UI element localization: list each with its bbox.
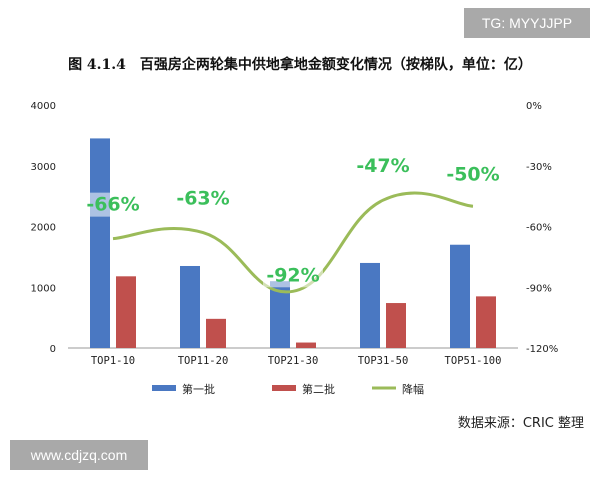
decline-data-label: -66%: [86, 194, 139, 216]
y-left-tick-label: 4000: [31, 101, 56, 112]
y-right-tick-label: -90%: [526, 283, 552, 294]
watermark-top: TG: MYYJJPP: [464, 8, 590, 38]
x-tick-label: TOP31-50: [358, 355, 409, 367]
bar-batch1: [180, 265, 200, 348]
bar-batch1: [360, 262, 380, 348]
decline-data-label: -92%: [266, 264, 319, 286]
y-left-tick-label: 0: [50, 344, 56, 355]
data-label-bg: [173, 186, 233, 211]
legend-swatch: [152, 385, 176, 391]
data-label-bg: [83, 192, 143, 217]
bar-batch2: [476, 296, 496, 348]
legend-label: 第一批: [182, 382, 215, 396]
legend-label: 第二批: [302, 382, 335, 396]
legend-label: 降幅: [402, 382, 424, 396]
x-tick-label: TOP11-20: [178, 355, 229, 367]
y-left-tick-label: 2000: [31, 223, 56, 234]
decline-line: [112, 191, 474, 294]
y-left-tick-label: 3000: [31, 162, 56, 173]
data-label-bg: [353, 154, 413, 179]
data-label-bg: [263, 263, 323, 288]
bar-batch2: [296, 342, 316, 348]
bar-batch2: [116, 276, 136, 348]
x-tick-label: TOP51-100: [445, 355, 502, 367]
source-note: 数据来源：CRIC 整理: [457, 416, 584, 431]
y-right-tick-label: -30%: [526, 162, 552, 173]
legend-swatch: [272, 385, 296, 391]
y-right-tick-label: -120%: [526, 344, 558, 355]
y-left-tick-label: 1000: [31, 283, 56, 294]
bar-batch1: [90, 138, 110, 348]
bar-batch1: [270, 281, 290, 348]
decline-data-label: -47%: [356, 155, 409, 177]
y-right-tick-label: 0%: [526, 101, 542, 112]
decline-data-label: -63%: [176, 188, 229, 210]
decline-data-label: -50%: [446, 163, 499, 185]
x-tick-label: TOP21-30: [268, 355, 319, 367]
chart-title: 图 4.1.4 百强房企两轮集中供地拿地金额变化情况（按梯队，单位：亿）: [68, 57, 532, 73]
data-label-bg: [443, 162, 503, 187]
bar-batch1: [450, 244, 470, 348]
y-right-tick-label: -60%: [526, 223, 552, 234]
bar-batch2: [206, 318, 226, 348]
x-tick-label: TOP1-10: [91, 355, 135, 367]
bar-batch2: [386, 303, 406, 348]
watermark-bottom: www.cdjzq.com: [10, 440, 148, 470]
